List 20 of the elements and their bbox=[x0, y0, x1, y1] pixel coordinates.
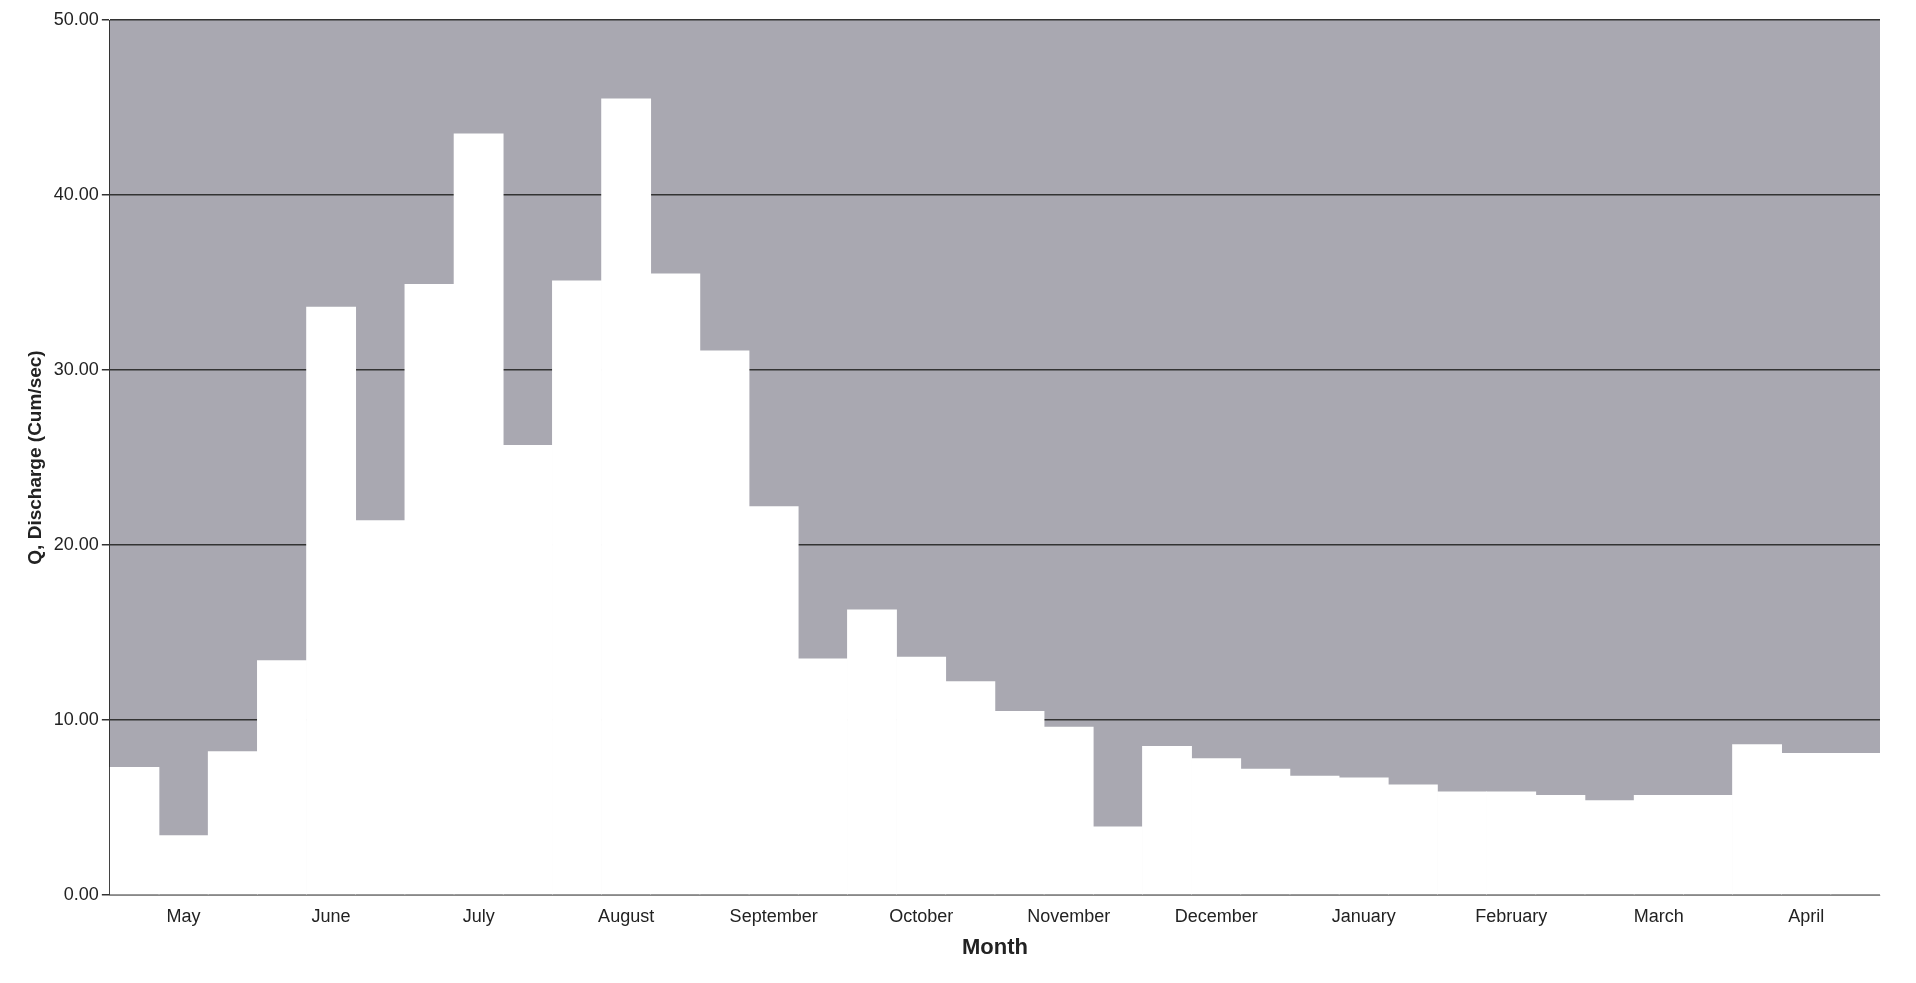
y-tick-label: 0.00 bbox=[63, 883, 99, 904]
x-tick-label: August bbox=[598, 905, 655, 926]
x-tick-label: April bbox=[1788, 905, 1825, 926]
y-tick-label: 40.00 bbox=[53, 183, 99, 204]
x-tick-label: October bbox=[889, 905, 954, 926]
x-tick-label: July bbox=[462, 905, 495, 926]
x-tick-label: September bbox=[729, 905, 818, 926]
y-tick-label: 50.00 bbox=[53, 8, 99, 29]
y-axis-title: Q, Discharge (Cum/sec) bbox=[23, 350, 45, 565]
x-tick-label: March bbox=[1633, 905, 1684, 926]
y-tick-label: 20.00 bbox=[53, 533, 99, 554]
x-tick-label: November bbox=[1027, 905, 1111, 926]
y-tick-label: 10.00 bbox=[53, 708, 99, 729]
x-tick-label: December bbox=[1174, 905, 1258, 926]
x-tick-label: February bbox=[1475, 905, 1548, 926]
x-axis-title: Month bbox=[961, 933, 1028, 959]
x-tick-label: January bbox=[1331, 905, 1396, 926]
x-tick-label: June bbox=[311, 905, 351, 926]
y-tick-label: 30.00 bbox=[53, 358, 99, 379]
x-tick-label: May bbox=[166, 905, 201, 926]
